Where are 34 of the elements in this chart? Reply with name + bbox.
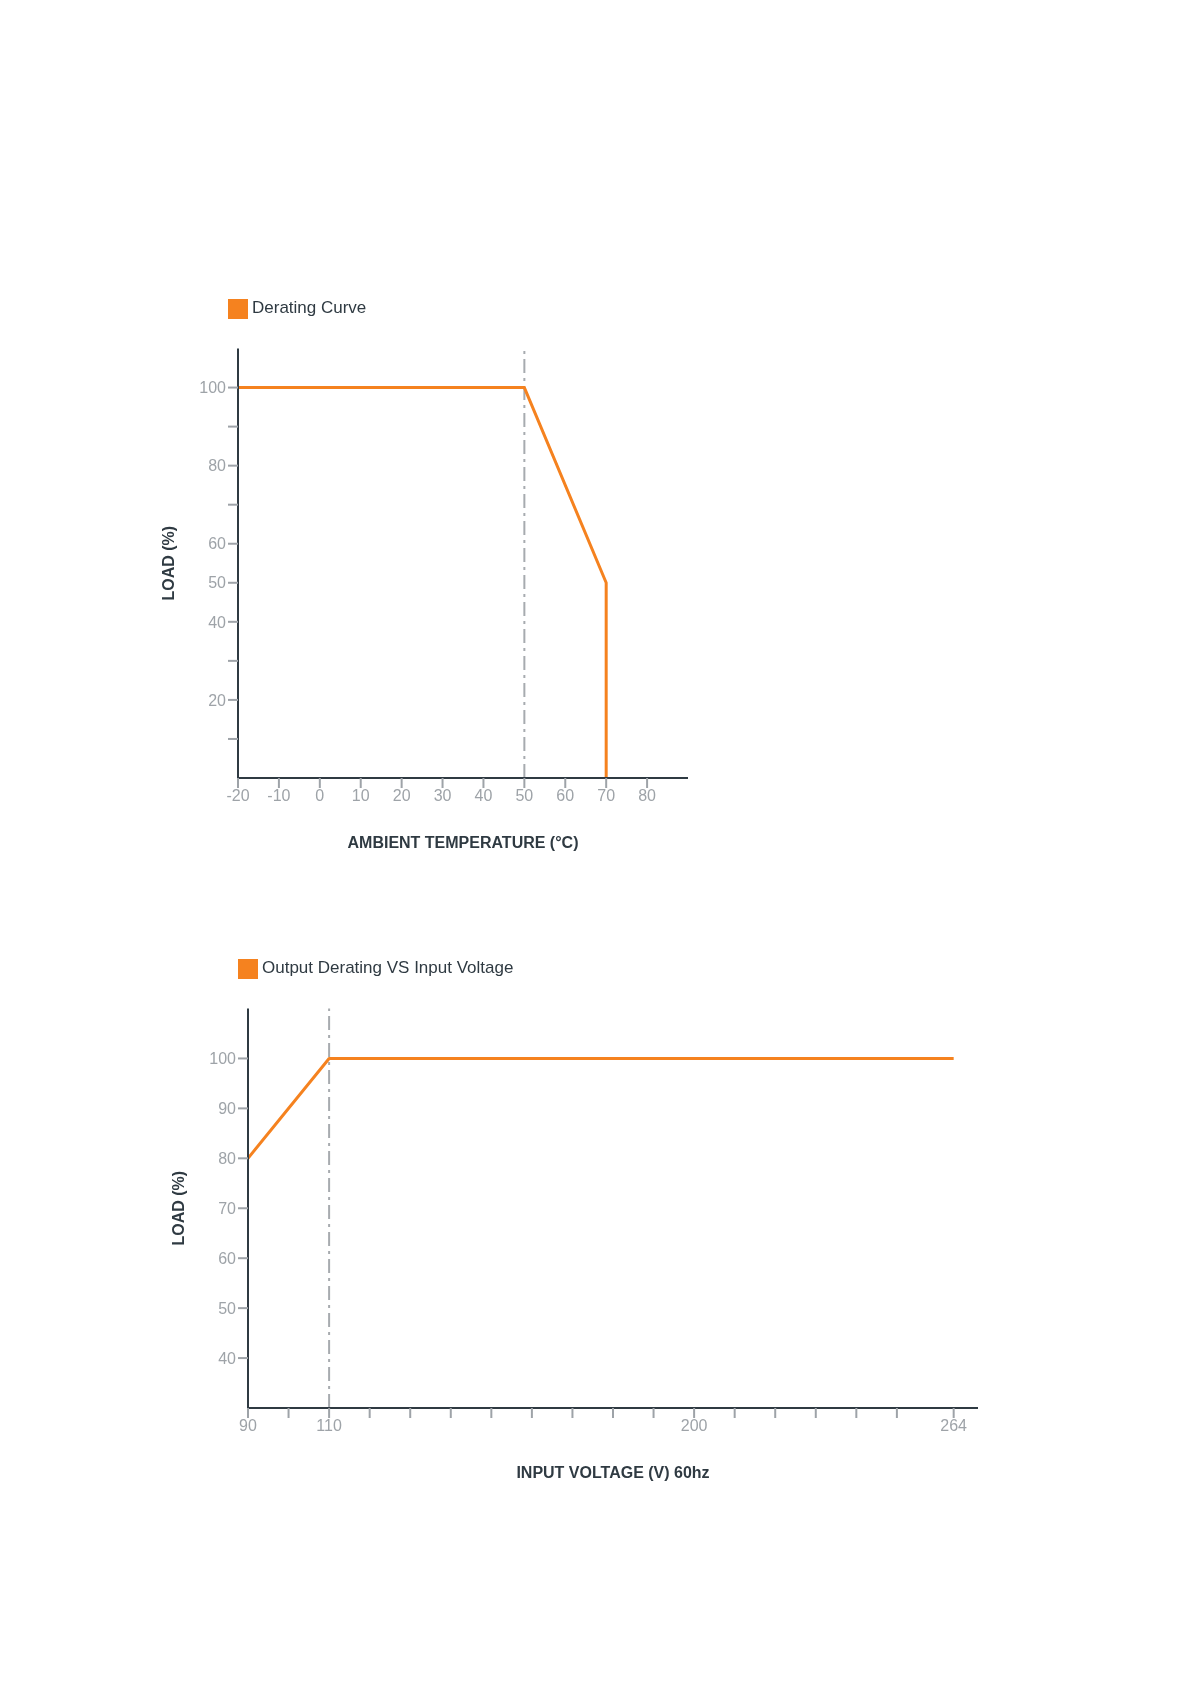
y-tick-label: 50: [218, 1299, 237, 1317]
x-tick-label: 30: [433, 787, 452, 805]
y-axis-title: LOAD (%): [159, 525, 177, 601]
x-tick-label: 264: [940, 1417, 968, 1435]
y-tick-label: 80: [208, 457, 227, 475]
legend-label: Output Derating VS Input Voltage: [262, 958, 514, 977]
x-axis-title: AMBIENT TEMPERATURE (°C): [347, 834, 579, 851]
y-tick-label: 80: [218, 1150, 237, 1167]
x-tick-label: 10: [351, 787, 370, 805]
x-tick-label: 70: [597, 787, 616, 805]
x-tick-label: 200: [680, 1417, 708, 1435]
y-tick-label: 50: [208, 574, 227, 592]
x-tick-label: -20: [226, 787, 250, 805]
x-tick-label: 0: [315, 787, 325, 805]
y-axis-title: LOAD (%): [169, 1170, 187, 1246]
x-tick-label: 40: [474, 787, 493, 805]
y-tick-label: 40: [208, 613, 227, 631]
y-tick-label: 70: [218, 1199, 237, 1217]
x-tick-label: 20: [392, 787, 411, 805]
y-tick-label: 40: [218, 1349, 237, 1367]
x-tick-label: 110: [316, 1417, 342, 1435]
y-tick-label: 90: [218, 1100, 237, 1118]
x-tick-label: 60: [556, 787, 575, 805]
y-tick-label: 20: [208, 691, 227, 709]
y-tick-label: 60: [218, 1249, 237, 1267]
x-axis-title: INPUT VOLTAGE (V) 60hz: [516, 1464, 710, 1481]
y-tick-label: 100: [209, 1050, 237, 1068]
x-tick-label: 80: [638, 787, 657, 805]
x-tick-label: 50: [515, 787, 534, 805]
x-tick-label: -10: [267, 787, 291, 805]
legend-label: Derating Curve: [252, 298, 367, 317]
y-tick-label: 60: [208, 535, 227, 553]
y-tick-label: 100: [199, 379, 227, 397]
x-tick-label: 90: [239, 1417, 257, 1435]
